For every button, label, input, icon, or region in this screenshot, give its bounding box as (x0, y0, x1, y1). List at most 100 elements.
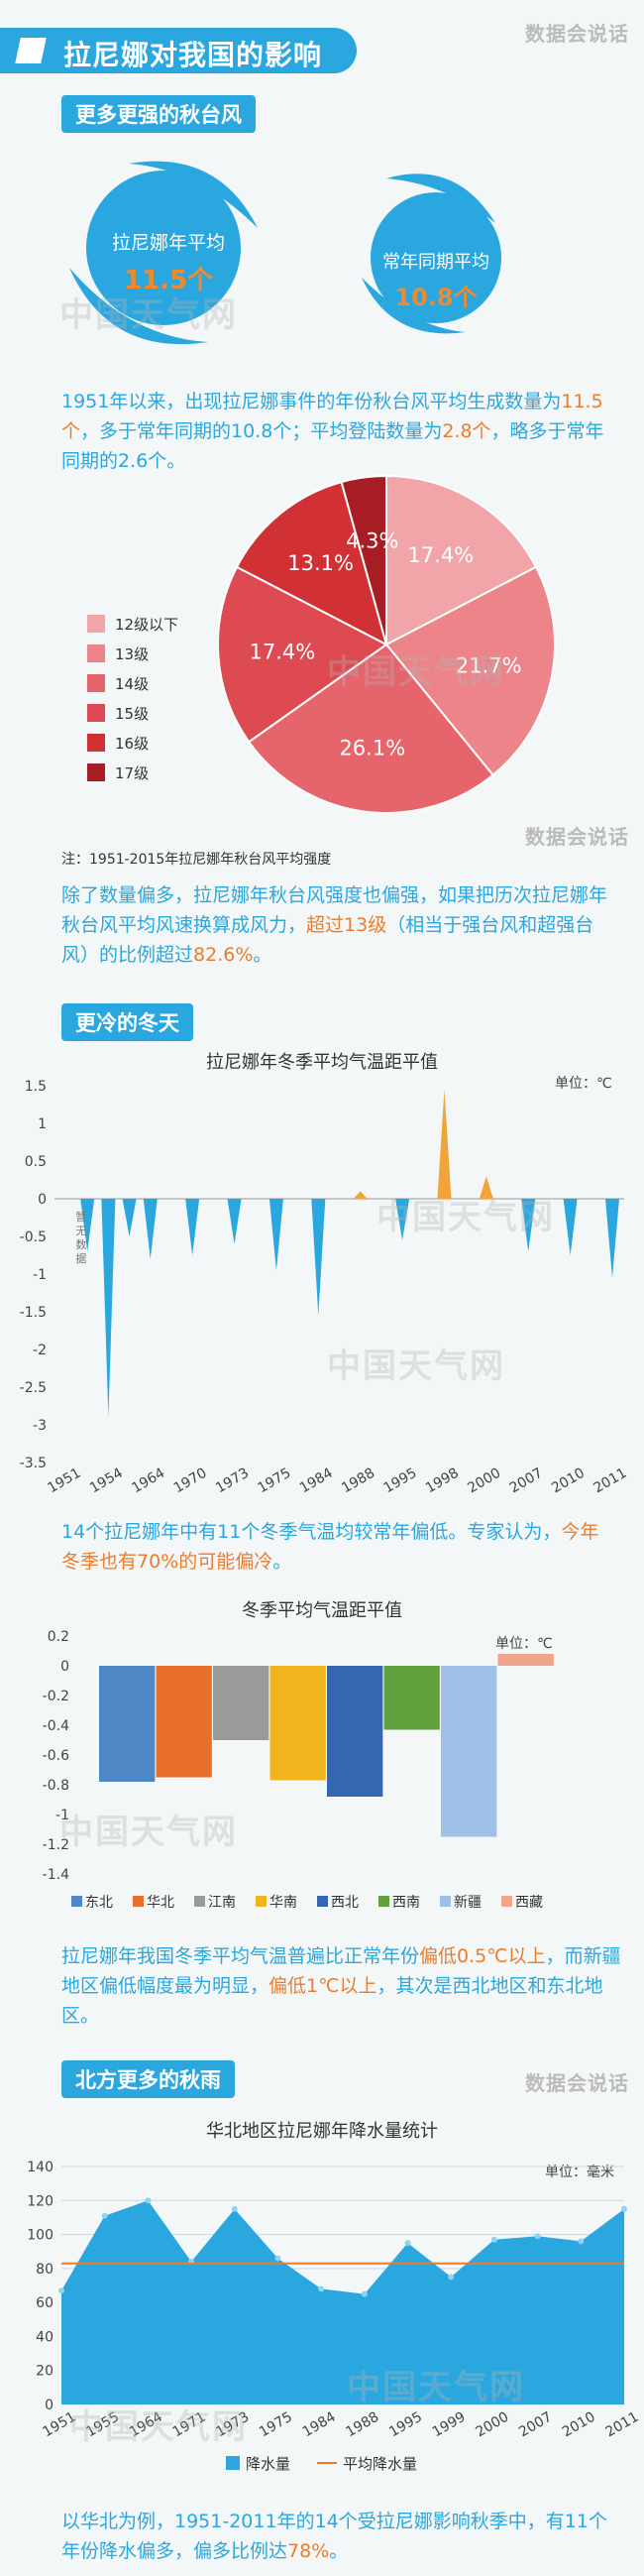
legend-swatch (194, 1896, 205, 1907)
x-tick-label: 2011 (603, 2409, 642, 2441)
pie-note: 注：1951-2015年拉尼娜年秋台风平均强度 (61, 852, 332, 868)
y-tick-label: -3 (33, 1418, 47, 1434)
y-tick-label: -3.5 (20, 1456, 47, 1471)
temp-spike-2 (122, 1199, 137, 1236)
bar-6 (441, 1666, 497, 1837)
typhoon-right-icon (362, 174, 501, 334)
x-tick-label: 2011 (591, 1465, 630, 1497)
precip-area (61, 2200, 624, 2404)
legend-swatch (87, 644, 105, 662)
watermark: 中国天气网 (347, 2368, 525, 2407)
y-tick-label: 20 (36, 2364, 54, 2380)
legend-label: 华南 (269, 1895, 297, 1911)
x-tick-label: 1995 (386, 2409, 425, 2441)
north-china-precipitation-chart: 华北地区拉尼娜年降水量统计单位：毫米1401201008060402001951… (27, 2121, 642, 2473)
typhoon-intensity-paragraph: 除了数量偏多，拉尼娜年秋台风强度也偏强，如果把历次拉尼娜年秋台风平均风速换算成风… (61, 884, 608, 966)
watermark: 中国天气网 (69, 2407, 248, 2447)
precip-point (318, 2285, 325, 2292)
watermark: 中国天气网 (327, 652, 505, 692)
pie-value-label: 21.7% (456, 653, 522, 677)
brand-logo: 数据会说话 (525, 821, 629, 850)
y-tick-label: 1.5 (25, 1079, 47, 1095)
x-tick-label: 2010 (549, 1465, 588, 1497)
legend-swatch (501, 1896, 512, 1907)
y-tick-label: 40 (36, 2329, 54, 2345)
y-tick-label: 0.2 (48, 1629, 69, 1645)
chart-title: 拉尼娜年冬季平均气温距平值 (206, 1052, 438, 1073)
pie-value-label: 17.4% (249, 640, 315, 663)
bar-2 (213, 1666, 269, 1740)
legend-label: 西南 (392, 1895, 420, 1911)
legend-swatch (87, 763, 105, 781)
y-tick-label: 0 (38, 1192, 47, 1208)
x-tick-label: 2000 (465, 1465, 503, 1497)
legend-swatch (440, 1896, 451, 1907)
legend-swatch (256, 1896, 267, 1907)
no-data-annotation: 暂 (75, 1211, 86, 1224)
x-tick-label: 1951 (46, 1465, 84, 1497)
legend-label: 西北 (331, 1895, 359, 1911)
legend-swatch (87, 674, 105, 692)
y-tick-label: 0 (45, 2398, 54, 2413)
legend-swatch (133, 1896, 144, 1907)
pie-value-label: 13.1% (287, 551, 354, 575)
section-tag-typhoon: 更多更强的秋台风 (61, 95, 256, 133)
y-tick-label: -1.2 (43, 1837, 69, 1853)
typhoon-left-icon (69, 161, 258, 345)
temp-spike-14 (605, 1199, 619, 1278)
y-tick-label: -0.5 (20, 1229, 47, 1245)
pie-value-label: 4.3% (346, 529, 398, 553)
bar-5 (383, 1666, 440, 1730)
temp-spike-6 (268, 1199, 283, 1271)
precip-point (274, 2255, 281, 2262)
precip-point (58, 2287, 64, 2294)
precip-point (448, 2274, 455, 2281)
y-tick-label: -1 (33, 1267, 47, 1283)
header-bar (0, 28, 357, 73)
precip-point (361, 2290, 368, 2297)
y-tick-label: 140 (27, 2160, 54, 2175)
typhoon-count-paragraph: 1951年以来，出现拉尼娜事件的年份秋台风平均生成数量为11.5个，多于常年同期… (61, 391, 604, 472)
precip-point (145, 2197, 152, 2204)
y-tick-label: -1 (55, 1808, 69, 1823)
typhoon-intensity-pie-chart: 17.4% 21.7% 26.1% 17.4% 13.1%4.3% 12级以下 13级 14级… (87, 474, 556, 814)
precip-point (534, 2233, 541, 2240)
chart-unit: 单位：℃ (495, 1636, 553, 1652)
legend-label: 13级 (115, 645, 149, 663)
x-tick-label: 1995 (381, 1465, 420, 1497)
y-tick-label: 80 (36, 2262, 54, 2278)
rain-paragraph: 以华北为例，1951-2011年的14个受拉尼娜影响秋季中，有11个年份降水偏多… (61, 2511, 607, 2562)
legend-label: 西藏 (515, 1895, 543, 1911)
circle-left-value: 11.5个 (123, 266, 214, 295)
legend-swatch (87, 734, 105, 752)
x-tick-label: 1999 (430, 2409, 469, 2441)
watermark: 中国天气网 (376, 1198, 555, 1237)
legend-swatch (378, 1896, 389, 1907)
temp-spike-4 (185, 1199, 200, 1255)
y-tick-label: 120 (27, 2193, 54, 2209)
y-tick-label: 0.5 (25, 1154, 47, 1170)
temp-spike-10 (437, 1089, 452, 1199)
chart-unit: 单位：毫米 (545, 2164, 614, 2180)
legend-swatch (87, 704, 105, 722)
x-tick-label: 1988 (343, 2409, 381, 2441)
y-tick-label: -0.2 (43, 1689, 69, 1704)
y-tick-label: -0.4 (43, 1718, 69, 1734)
x-tick-label: 1984 (300, 2409, 339, 2441)
temp-spike-0 (80, 1199, 95, 1252)
legend-label: 平均降水量 (343, 2455, 417, 2473)
temp-spike-5 (227, 1199, 242, 1244)
chart-unit: 单位：℃ (555, 1076, 612, 1092)
x-tick-label: 1998 (423, 1465, 462, 1497)
precip-point (101, 2212, 108, 2219)
temp-spike-11 (479, 1176, 493, 1199)
x-tick-label: 2007 (507, 1465, 546, 1497)
circle-right-title: 常年同期平均 (382, 252, 489, 273)
watermark: 中国天气网 (327, 1347, 505, 1386)
legend-label: 14级 (115, 675, 149, 693)
pie-slice-0 (385, 474, 538, 646)
x-tick-label: 1973 (213, 1465, 252, 1497)
legend-swatch (226, 2456, 240, 2470)
legend-label: 华北 (147, 1895, 174, 1911)
legend-swatch (87, 615, 105, 633)
